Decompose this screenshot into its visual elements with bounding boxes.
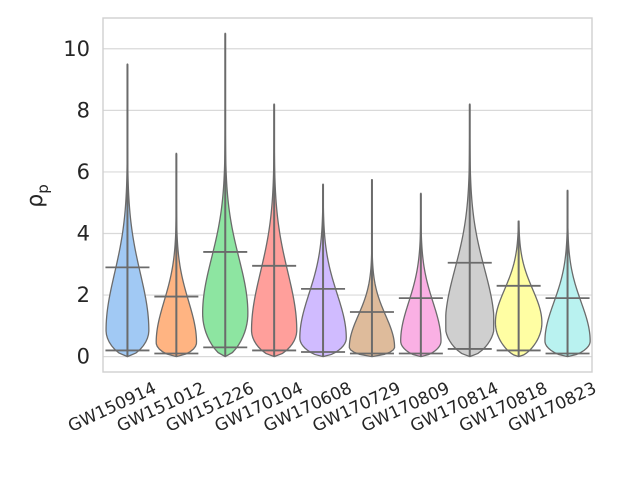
violins — [105, 32, 591, 358]
y-tick-label: 4 — [77, 221, 90, 245]
y-axis-label-subscript: p — [34, 184, 52, 194]
plot-border — [102, 17, 593, 373]
y-tick-label: 2 — [77, 283, 90, 307]
y-tick-label: 8 — [77, 98, 90, 122]
y-axis-label: ρp — [23, 184, 52, 208]
y-tick-labels: 0 2 4 6 8 10 — [63, 37, 90, 369]
y-tick-label: 0 — [77, 345, 90, 369]
y-tick-label: 6 — [77, 160, 90, 184]
x-tick-labels: GW150914GW151012GW151226GW170104GW170608… — [65, 378, 600, 436]
plot-frame — [102, 17, 593, 373]
y-tick-label: 10 — [63, 37, 90, 61]
